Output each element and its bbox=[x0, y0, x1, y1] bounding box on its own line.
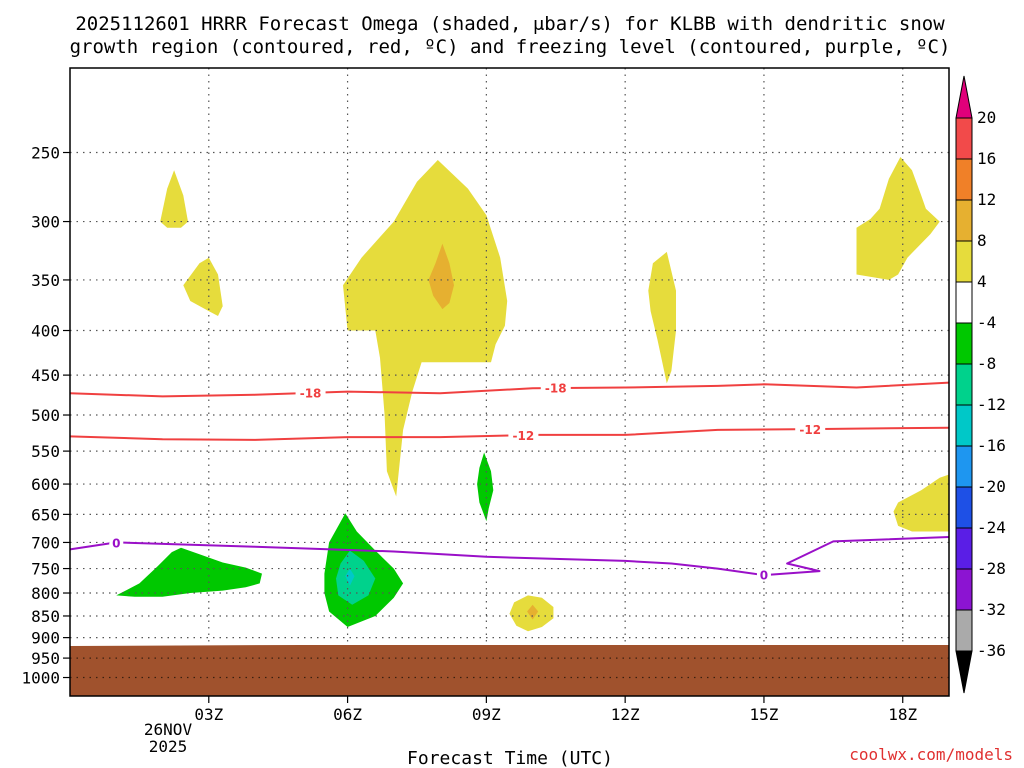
chart-title-line2: growth region (contoured, red, ºC) and f… bbox=[70, 36, 951, 58]
contour-line-2 bbox=[69, 536, 950, 577]
y-tick-label-700: 700 bbox=[31, 533, 60, 552]
date-label-year: 2025 bbox=[149, 737, 188, 756]
colorbar-segment-8 bbox=[955, 445, 973, 488]
omega-pos-plume bbox=[648, 251, 676, 384]
y-tick-label-950: 950 bbox=[31, 649, 60, 668]
plot-background bbox=[70, 68, 949, 696]
y-tick-label-750: 750 bbox=[31, 560, 60, 579]
omega-pos-cell-b bbox=[183, 257, 223, 316]
colorbar: 20 16 12 8 4 -4 -8 -12 -16 -20 -24 -28 -32 -36 bbox=[955, 75, 1006, 694]
y-tick-label-300: 300 bbox=[31, 213, 60, 232]
colorbar-label-10: -24 bbox=[977, 518, 1006, 537]
omega-neg-mid-inner bbox=[345, 568, 355, 586]
colorbar-segment-4 bbox=[955, 281, 973, 324]
colorbar-segment-5 bbox=[955, 322, 973, 365]
y-tick-label-450: 450 bbox=[31, 366, 60, 385]
contour-label-bg bbox=[795, 421, 826, 437]
y-tick-label-650: 650 bbox=[31, 505, 60, 524]
contour-label-0-0: -18 bbox=[300, 386, 322, 400]
colorbar-segment-0 bbox=[955, 117, 973, 160]
y-tick-label-250: 250 bbox=[31, 144, 60, 163]
y-tick-label-400: 400 bbox=[31, 322, 60, 341]
colorbar-segment-12 bbox=[955, 609, 973, 652]
omega-pos-cell-a bbox=[160, 170, 188, 228]
contour-label-1-1: -12 bbox=[799, 423, 821, 437]
grid-lines bbox=[70, 68, 949, 696]
omega-pos-main bbox=[343, 160, 508, 497]
colorbar-label-5: -4 bbox=[977, 313, 996, 332]
contour-lines: -18 -18 -12 -12 0 0 bbox=[69, 379, 950, 583]
omega-neg-west bbox=[116, 547, 262, 597]
y-tick-label-550: 550 bbox=[31, 442, 60, 461]
omega-pos-dot-core bbox=[527, 604, 539, 620]
contour-label-bg bbox=[109, 534, 124, 550]
colorbar-label-3: 8 bbox=[977, 231, 987, 250]
omega-pos-east-upper bbox=[856, 157, 940, 280]
colorbar-label-6: -8 bbox=[977, 354, 996, 373]
y-axis: 250 300 350 400 450 500 550 600 650 700 750 800 850 9… bbox=[21, 144, 70, 688]
y-tick-label-350: 350 bbox=[31, 271, 60, 290]
colorbar-segment-7 bbox=[955, 404, 973, 447]
colorbar-label-11: -28 bbox=[977, 559, 1006, 578]
y-tick-label-850: 850 bbox=[31, 607, 60, 626]
colorbar-label-12: -32 bbox=[977, 600, 1006, 619]
x-tick-label-09Z: 09Z bbox=[472, 705, 501, 724]
chart-title-line1: 2025112601 HRRR Forecast Omega (shaded, … bbox=[75, 13, 945, 35]
contour-line-0 bbox=[69, 381, 950, 398]
contour-label-bg bbox=[540, 379, 571, 395]
contour-label-2-0: 0 bbox=[112, 536, 120, 550]
colorbar-bottom-arrow bbox=[955, 650, 973, 694]
colorbar-segment-2 bbox=[955, 199, 973, 242]
colorbar-label-2: 12 bbox=[977, 190, 996, 209]
colorbar-label-4: 4 bbox=[977, 272, 987, 291]
y-tick-label-900: 900 bbox=[31, 629, 60, 648]
colorbar-segment-9 bbox=[955, 486, 973, 529]
x-axis: 03Z 06Z 09Z 12Z 15Z 18Z bbox=[194, 696, 918, 724]
contour-label-1-0: -12 bbox=[513, 429, 535, 443]
contour-label-bg bbox=[295, 384, 326, 400]
colorbar-label-8: -16 bbox=[977, 436, 1006, 455]
colorbar-segment-10 bbox=[955, 527, 973, 570]
below-ground-fill bbox=[70, 644, 949, 696]
colorbar-label-1: 16 bbox=[977, 149, 996, 168]
y-tick-label-800: 800 bbox=[31, 584, 60, 603]
colorbar-segment-3 bbox=[955, 240, 973, 283]
x-tick-label-03Z: 03Z bbox=[194, 705, 223, 724]
terrain-mask bbox=[70, 644, 949, 696]
x-tick-label-15Z: 15Z bbox=[749, 705, 778, 724]
omega-shading bbox=[116, 157, 949, 632]
omega-neg-mid-core bbox=[336, 550, 376, 605]
y-tick-label-600: 600 bbox=[31, 475, 60, 494]
colorbar-segment-6 bbox=[955, 363, 973, 406]
omega-pos-east-lower bbox=[893, 474, 949, 532]
contour-label-bg bbox=[756, 566, 771, 582]
x-tick-label-18Z: 18Z bbox=[888, 705, 917, 724]
contour-line-1 bbox=[69, 426, 950, 441]
contour-label-2-1: 0 bbox=[760, 569, 768, 583]
omega-pos-core bbox=[428, 243, 454, 310]
date-label-day: 26NOV bbox=[144, 720, 193, 739]
colorbar-segment-1 bbox=[955, 158, 973, 201]
plot-frame bbox=[69, 67, 950, 697]
credit-text: coolwx.com/models bbox=[849, 745, 1013, 764]
contour-label-bg bbox=[508, 426, 539, 442]
colorbar-top-arrow bbox=[955, 75, 973, 119]
colorbar-segment-11 bbox=[955, 568, 973, 611]
y-tick-label-1000: 1000 bbox=[21, 669, 60, 688]
y-tick-label-500: 500 bbox=[31, 406, 60, 425]
omega-neg-sliver bbox=[477, 452, 494, 522]
colorbar-label-13: -36 bbox=[977, 641, 1006, 660]
colorbar-label-7: -12 bbox=[977, 395, 1006, 414]
plot-area: -18 -18 -12 -12 0 0 bbox=[69, 67, 950, 697]
colorbar-label-9: -20 bbox=[977, 477, 1006, 496]
contour-label-0-1: -18 bbox=[545, 382, 567, 396]
x-axis-title: Forecast Time (UTC) bbox=[407, 748, 613, 768]
x-tick-label-12Z: 12Z bbox=[611, 705, 640, 724]
x-tick-label-06Z: 06Z bbox=[333, 705, 362, 724]
colorbar-label-0: 20 bbox=[977, 108, 996, 127]
